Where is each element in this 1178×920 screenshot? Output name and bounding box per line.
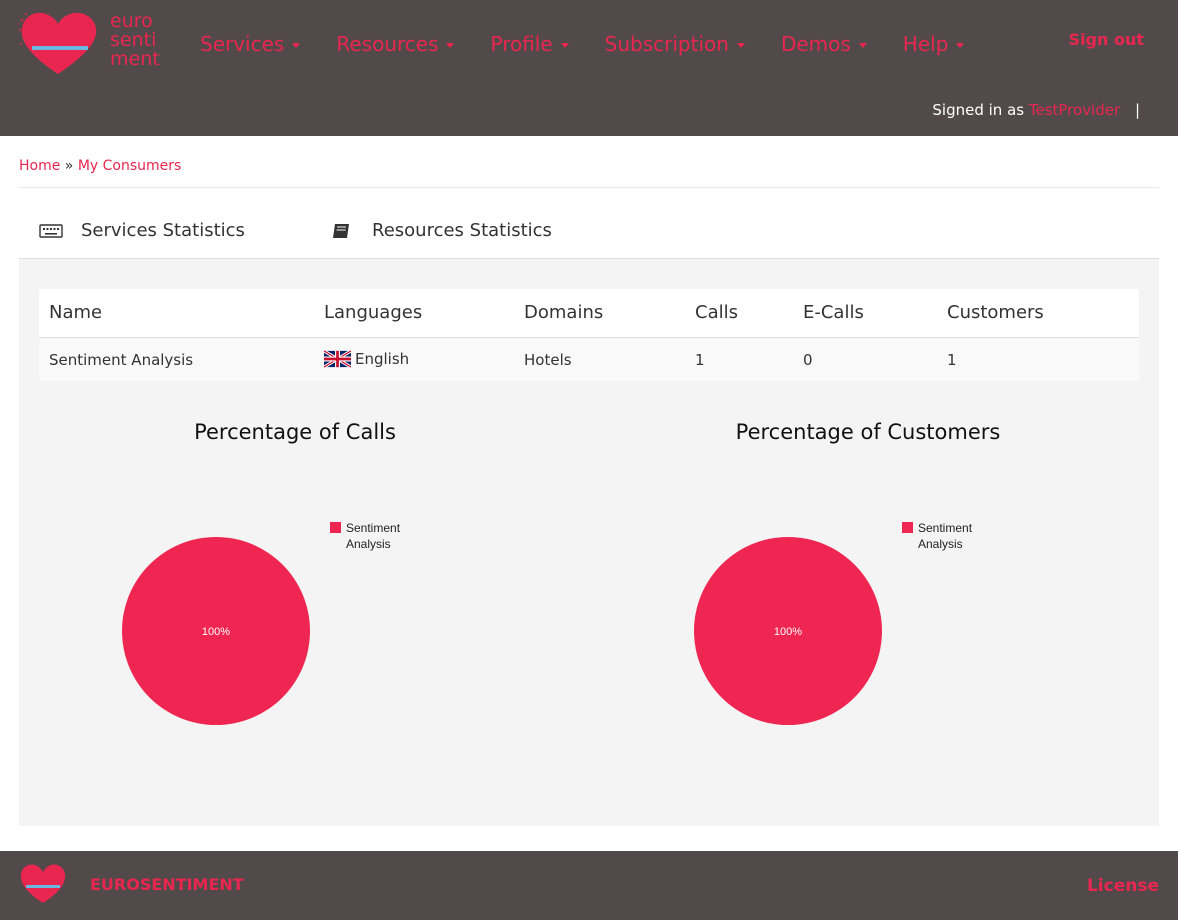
chart-calls-title: Percentage of Calls: [194, 420, 396, 444]
signed-in-status: Signed in as TestProvider |: [932, 101, 1140, 119]
cell-language-label: English: [355, 350, 410, 368]
chart-customers-title: Percentage of Customers: [735, 420, 1001, 444]
tab-services-statistics-label: Services Statistics: [81, 220, 245, 241]
username-link[interactable]: TestProvider: [1028, 101, 1121, 119]
chevron-down-icon: [736, 43, 745, 48]
tab-resources-statistics-label: Resources Statistics: [372, 220, 552, 241]
nav-help-label: Help: [902, 32, 949, 56]
legend-swatch: [330, 522, 341, 533]
tab-services-statistics[interactable]: Services Statistics: [39, 220, 245, 241]
nav-resources-label: Resources: [336, 32, 439, 56]
book-icon: [333, 223, 349, 238]
pie-slice: [122, 537, 310, 725]
cell-name: Sentiment Analysis: [49, 351, 194, 369]
nav-profile-label: Profile: [490, 32, 553, 56]
chevron-down-icon: [956, 43, 965, 48]
license-link[interactable]: License: [1086, 876, 1159, 896]
nav-demos-label: Demos: [780, 32, 851, 56]
legend-label: Sentiment Analysis: [346, 521, 401, 551]
breadcrumb-current[interactable]: My Consumers: [77, 158, 182, 174]
col-name-header[interactable]: Name: [49, 302, 103, 323]
nav-profile[interactable]: Profile: [490, 30, 569, 60]
chevron-down-icon: [858, 43, 867, 48]
breadcrumb-divider: [19, 187, 1159, 188]
main-nav: Services Resources Profile Subscription …: [200, 30, 1000, 60]
services-table: Name Languages Domains Calls E-Calls Cus…: [39, 289, 1139, 381]
nav-demos[interactable]: Demos: [781, 30, 867, 60]
logo-line-1: euro: [110, 10, 153, 32]
cell-language: English: [324, 350, 409, 368]
pie-slice-label: 100%: [774, 626, 802, 638]
pie-slice: [694, 537, 882, 725]
chevron-down-icon: [560, 43, 569, 48]
breadcrumb-home[interactable]: Home: [19, 158, 61, 174]
chart-customers: 100% Sentiment Analysis: [694, 521, 973, 725]
footer-brand: EUROSENTIMENT: [90, 875, 244, 894]
chevron-down-icon: [446, 43, 455, 48]
statistics-tabs: Services Statistics Resources Statistics: [19, 212, 1159, 259]
nav-resources[interactable]: Resources: [336, 30, 455, 60]
chart-calls: 100% Sentiment Analysis: [122, 521, 401, 725]
signed-in-prefix: Signed in as: [932, 101, 1025, 119]
cell-calls: 1: [695, 351, 705, 369]
breadcrumb-separator: »: [64, 158, 74, 174]
pie-slice-label: 100%: [202, 626, 230, 638]
nav-services-label: Services: [200, 32, 285, 56]
heart-logo-icon[interactable]: [18, 863, 68, 905]
breadcrumb: Home » My Consumers: [19, 158, 181, 174]
legend-label: Sentiment Analysis: [918, 521, 973, 551]
col-ecalls-header[interactable]: E-Calls: [803, 302, 864, 323]
chevron-down-icon: [292, 43, 301, 48]
statistics-panel: Name Languages Domains Calls E-Calls Cus…: [19, 259, 1159, 826]
nav-subscription[interactable]: Subscription: [605, 30, 745, 60]
footer: EUROSENTIMENT License: [0, 851, 1178, 920]
legend-swatch: [902, 522, 913, 533]
table-header-row: Name Languages Domains Calls E-Calls Cus…: [39, 289, 1139, 338]
table-row[interactable]: Sentiment Analysis English Hotels 1 0 1: [39, 338, 1139, 381]
nav-subscription-label: Subscription: [604, 32, 729, 56]
sign-out-link[interactable]: Sign out: [1068, 30, 1144, 49]
keyboard-icon: [39, 223, 63, 238]
eurosentiment-logo[interactable]: euro senti ment: [17, 10, 173, 78]
cell-domain: Hotels: [524, 351, 572, 369]
top-header: euro senti ment Services Resources Profi…: [0, 0, 1178, 136]
logo-line-2: senti: [110, 29, 157, 51]
heart-logo-icon: [17, 12, 97, 74]
logo-line-3: ment: [110, 48, 160, 70]
col-customers-header[interactable]: Customers: [947, 302, 1044, 323]
nav-services[interactable]: Services: [200, 30, 301, 60]
cell-ecalls: 0: [803, 351, 813, 369]
tab-resources-statistics[interactable]: Resources Statistics: [330, 220, 552, 241]
col-domains-header[interactable]: Domains: [524, 302, 604, 323]
col-calls-header[interactable]: Calls: [695, 302, 738, 323]
uk-flag-icon: [324, 350, 351, 368]
cell-customers: 1: [947, 351, 957, 369]
nav-help[interactable]: Help: [903, 30, 965, 60]
col-languages-header[interactable]: Languages: [324, 302, 423, 323]
signed-in-separator: |: [1134, 101, 1140, 119]
